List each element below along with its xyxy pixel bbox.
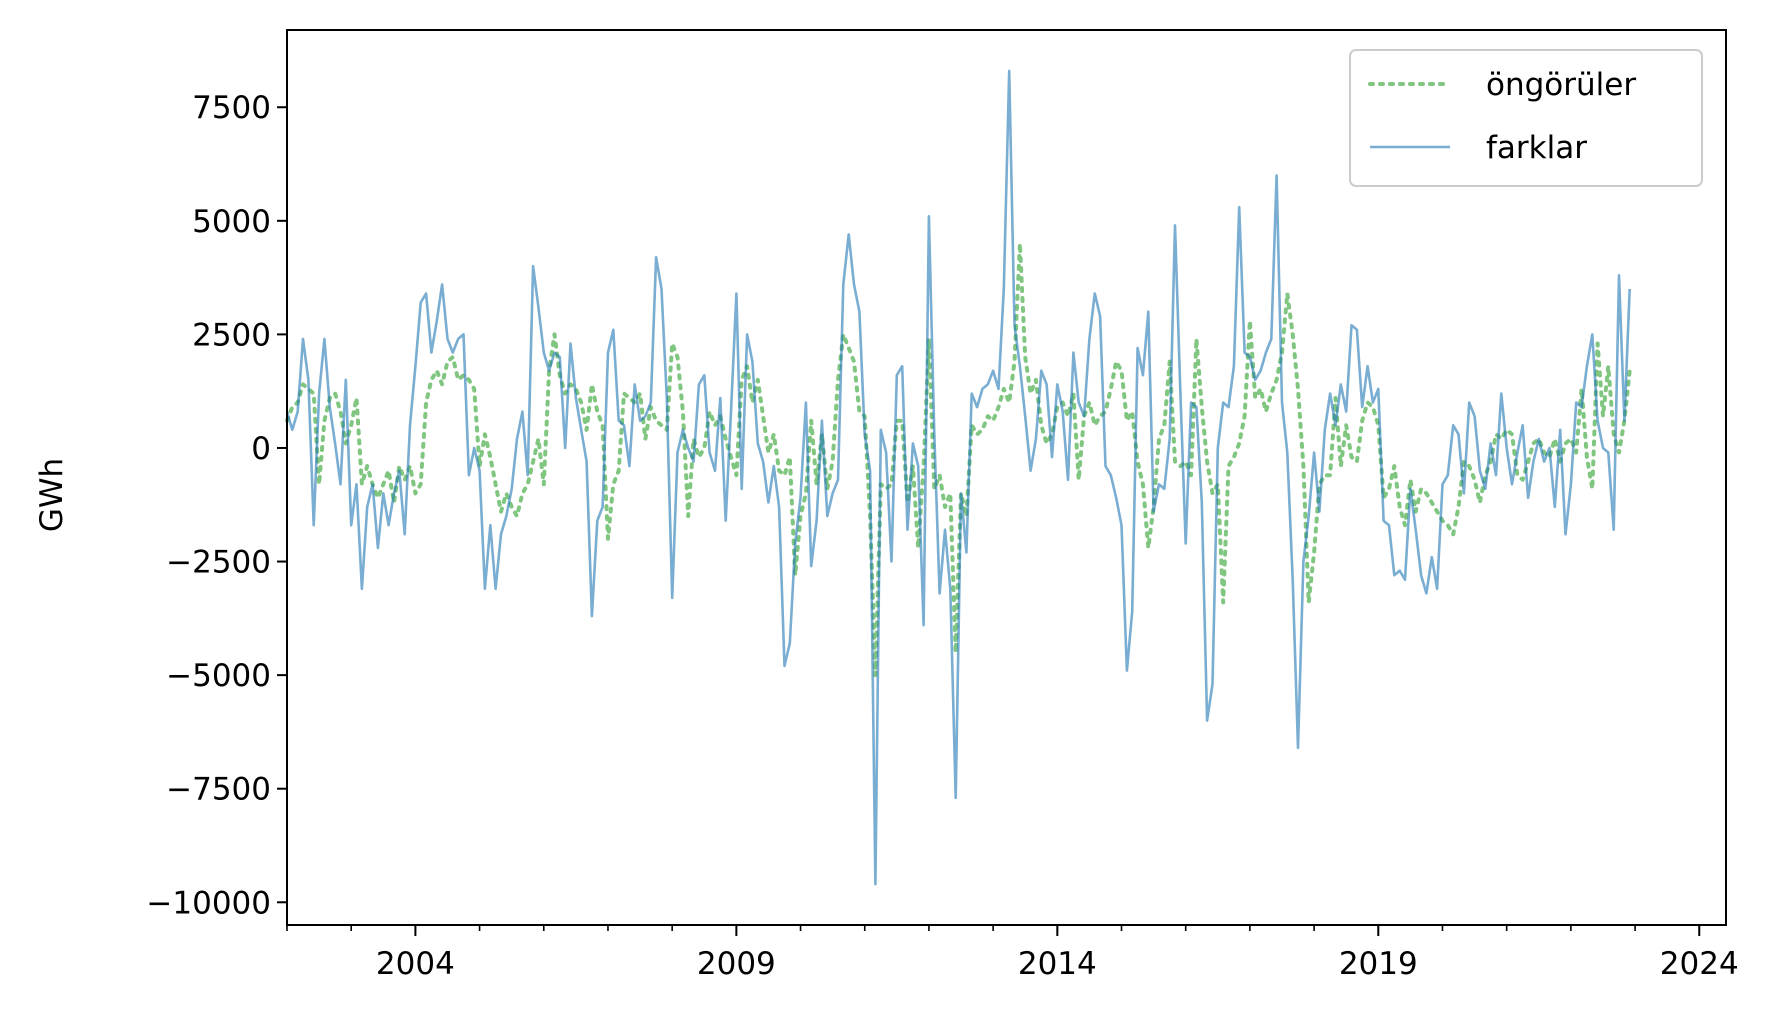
series-line-2 bbox=[285, 69, 1631, 886]
x-tick-label: 2009 bbox=[697, 946, 776, 982]
plot-frame bbox=[286, 29, 1727, 926]
y-tick-label: −2500 bbox=[166, 545, 271, 581]
y-tick-label: −7500 bbox=[166, 772, 271, 808]
y-tick-label: −10000 bbox=[146, 885, 271, 921]
x-tick-label: 2004 bbox=[376, 946, 455, 982]
legend-label: farklar bbox=[1486, 130, 1587, 166]
series-layer bbox=[285, 69, 1632, 886]
legend-label: öngörüler bbox=[1486, 67, 1636, 103]
axes-layer: 7500 5000 2500 0 −2500 −5000 −7500 −10000 2004 20… bbox=[146, 29, 1739, 982]
x-tick-label: 2019 bbox=[1339, 946, 1418, 982]
y-tick-label: 5000 bbox=[192, 204, 271, 240]
x-tick-label: 2014 bbox=[1018, 946, 1097, 982]
y-tick-label: 7500 bbox=[192, 90, 271, 126]
y-tick-label: 2500 bbox=[192, 317, 271, 353]
x-tick-label: 2024 bbox=[1660, 946, 1739, 982]
y-tick-label: −5000 bbox=[166, 658, 271, 694]
y-axis-label: GWh bbox=[34, 458, 70, 532]
legend: öngörüler farklar bbox=[1349, 49, 1703, 187]
y-tick-label: 0 bbox=[251, 431, 271, 467]
